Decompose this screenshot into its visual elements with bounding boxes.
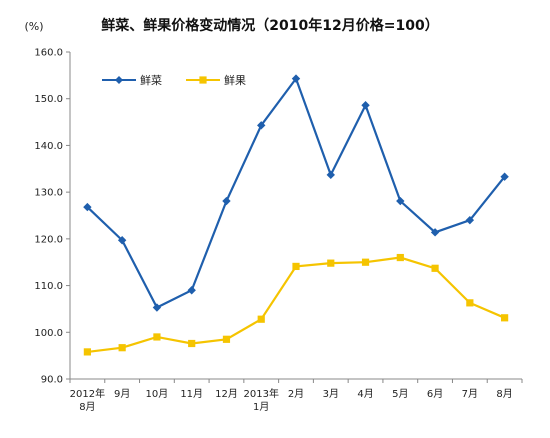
x-tick-label: 8月 (79, 401, 95, 413)
data-point (152, 303, 162, 312)
data-point (326, 170, 335, 180)
x-tick-label: 8月 (496, 388, 512, 400)
y-tick-label: 120.0 (34, 234, 63, 245)
x-tick-label: 12月 (215, 388, 238, 400)
series-0 (83, 74, 509, 312)
data-point (465, 215, 475, 225)
legend: 鲜菜 鲜果 (102, 73, 246, 87)
data-point (430, 228, 440, 237)
series-line (86, 76, 506, 309)
data-point (291, 74, 301, 83)
data-point (222, 335, 231, 343)
data-point (361, 101, 370, 110)
x-tick-label: 2012年 (70, 387, 105, 400)
data-point (83, 202, 92, 212)
data-point (466, 299, 474, 307)
data-point (83, 348, 91, 356)
legend-marker (115, 76, 123, 84)
data-point (501, 314, 509, 322)
legend-label: 鲜菜 (140, 73, 162, 87)
data-point (361, 258, 370, 266)
legend-item: 鲜菜 (102, 73, 162, 87)
x-tick-label: 11月 (180, 388, 203, 400)
y-tick-label: 140.0 (34, 141, 63, 152)
x-tick-label: 6月 (427, 388, 443, 400)
data-point (153, 333, 161, 341)
x-tick-label: 9月 (114, 388, 130, 400)
y-tick-label: 100.0 (34, 328, 63, 339)
x-tick-label: 4月 (357, 388, 373, 400)
x-tick-label: 7月 (462, 388, 478, 400)
series-1 (83, 253, 509, 356)
legend-item: 鲜果 (186, 73, 246, 87)
series-group (83, 74, 509, 356)
data-point (500, 172, 509, 181)
legend-label: 鲜果 (224, 73, 246, 87)
data-point (396, 196, 405, 206)
axes (69, 52, 522, 380)
data-point (188, 339, 196, 348)
x-tick-label: 5月 (392, 388, 408, 400)
y-tick-label: 110.0 (34, 281, 63, 292)
legend-marker (199, 76, 207, 84)
x-tick-label: 10月 (146, 388, 169, 400)
x-tick-label: 2013年 (244, 387, 279, 400)
y-tick-label: 150.0 (34, 94, 63, 105)
x-tick-label: 1月 (253, 401, 269, 413)
y-tick-label: 90.0 (41, 375, 63, 386)
chart-title: 鲜菜、鲜果价格变动情况（2010年12月价格=100） (101, 17, 438, 34)
y-axis-ticks: 90.0 100.0 110.0 120.0 130.0 140.0 150.0 160.0 (34, 48, 70, 386)
x-tick-label: 3月 (323, 388, 339, 400)
y-axis-unit: (%) (24, 20, 43, 33)
data-point (327, 259, 335, 267)
data-point (431, 264, 439, 272)
data-point (257, 121, 266, 130)
data-point (396, 253, 404, 262)
x-tick-label: 2月 (288, 388, 304, 400)
y-tick-label: 160.0 (34, 48, 63, 59)
data-point (222, 196, 231, 206)
series-line (87, 256, 506, 353)
data-point (187, 286, 196, 295)
data-point (118, 344, 126, 352)
data-point (257, 315, 265, 323)
data-point (292, 262, 300, 271)
data-point (117, 236, 127, 245)
y-tick-label: 130.0 (34, 188, 63, 199)
